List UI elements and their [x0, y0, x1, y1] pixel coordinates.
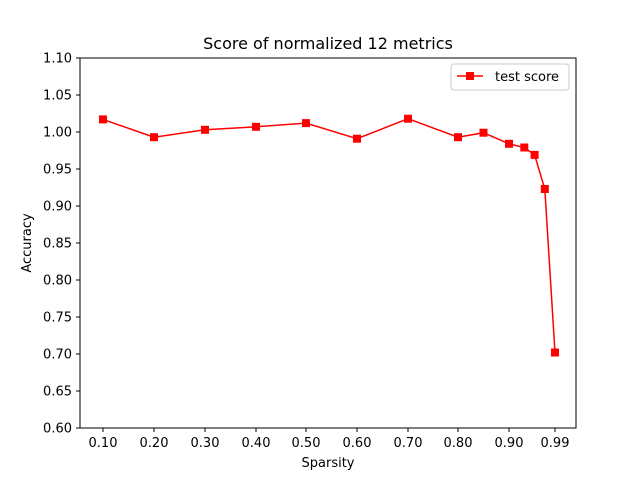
legend: test score [450, 63, 570, 91]
data-point [540, 185, 549, 193]
legend-box [450, 63, 570, 91]
data-point [530, 150, 539, 159]
y-tick-label: 1.05 [43, 89, 72, 104]
series-layer [99, 114, 559, 357]
data-point [505, 139, 513, 148]
y-tick-label: 0.65 [43, 385, 72, 400]
x-tick-label: 0.60 [343, 436, 372, 451]
y-tick-label: 0.90 [43, 200, 72, 215]
data-point [99, 115, 107, 124]
x-tick-label: 0.20 [140, 436, 169, 451]
data-point [302, 119, 310, 128]
legend-marker [466, 72, 474, 80]
data-point [551, 348, 559, 357]
legend-label: test score [495, 70, 559, 85]
y-tick-label: 0.95 [43, 163, 72, 178]
data-point [252, 122, 260, 131]
data-point [353, 134, 361, 143]
x-axis-label: Sparsity [302, 456, 355, 471]
y-axis-label: Accuracy [20, 213, 35, 273]
data-point [201, 125, 209, 134]
y-tick-label: 1.00 [43, 126, 72, 141]
chart-title: Score of normalized 12 metrics [203, 34, 453, 53]
plot-area [79, 57, 577, 429]
y-tick-label: 0.80 [43, 274, 72, 289]
x-tick-label: 0.50 [292, 436, 321, 451]
data-point [404, 114, 412, 123]
y-tick-label: 0.75 [43, 311, 72, 326]
x-tick-label: 0.70 [394, 436, 423, 451]
x-tick-label: 0.40 [242, 436, 271, 451]
y-tick-label: 0.85 [43, 237, 72, 252]
data-point [479, 128, 488, 137]
data-point [150, 133, 158, 142]
y-axis: 0.60 0.65 0.70 0.75 0.80 0.85 0.90 0.95 1.00 1.05… [43, 52, 80, 437]
x-tick-label: 0.99 [541, 436, 570, 451]
y-tick-label: 0.60 [43, 422, 72, 437]
series-line [102, 117, 556, 353]
x-tick-label: 0.80 [444, 436, 473, 451]
x-axis: 0.10 0.20 0.30 0.40 0.50 0.60 0.70 0.80 0.90 0.99 [89, 428, 570, 451]
x-tick-label: 0.30 [191, 436, 220, 451]
x-tick-label: 0.90 [495, 436, 524, 451]
x-tick-label: 0.10 [89, 436, 118, 451]
y-tick-label: 0.70 [43, 348, 72, 363]
data-point [454, 133, 462, 142]
data-point [520, 143, 529, 152]
y-tick-label: 1.10 [43, 52, 72, 67]
